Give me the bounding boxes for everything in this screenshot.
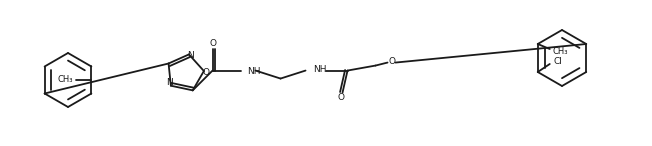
Text: N: N	[188, 51, 194, 60]
Text: O: O	[202, 67, 209, 77]
Text: O: O	[337, 93, 344, 102]
Text: NH: NH	[248, 67, 261, 76]
Text: Cl: Cl	[554, 57, 563, 66]
Text: N: N	[166, 78, 173, 87]
Text: NH: NH	[314, 65, 327, 74]
Text: O: O	[209, 39, 216, 48]
Text: CH₃: CH₃	[553, 46, 569, 55]
Text: O: O	[388, 57, 395, 66]
Text: CH₃: CH₃	[58, 75, 74, 85]
